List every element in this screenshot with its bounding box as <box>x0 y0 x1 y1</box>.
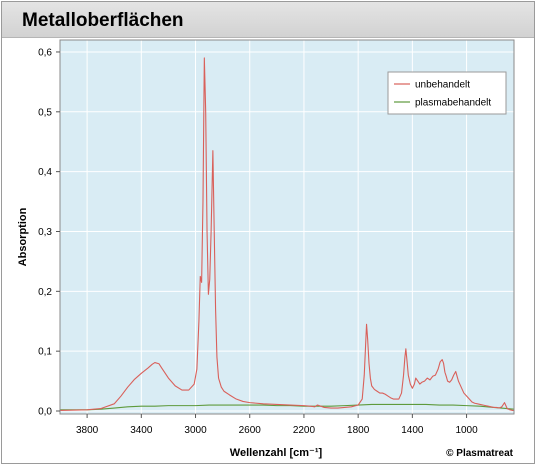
x-tick-label: 1000 <box>455 425 478 436</box>
legend-label-plasmabehandelt: plasmabehandelt <box>415 98 491 109</box>
series-layer <box>59 57 515 411</box>
y-tick-label: 0,1 <box>38 347 52 358</box>
y-axis-label: Absorption <box>17 207 29 266</box>
ticks: 3800 3400 3000 2600 2200 1800 1400 1000 0,0 0,1 0,… <box>38 47 478 436</box>
y-tick-label: 0,6 <box>38 47 52 58</box>
x-tick-label: 3400 <box>130 425 153 436</box>
legend-label-unbehandelt: unbehandelt <box>415 80 470 91</box>
x-tick-label: 2200 <box>293 425 316 436</box>
header-bar: Metalloberflächen <box>2 2 534 38</box>
x-tick-label: 2600 <box>239 425 262 436</box>
series-line-unbehandelt <box>59 57 514 411</box>
legend-box <box>387 71 507 115</box>
y-tick-label: 0,0 <box>38 407 52 418</box>
y-tick-label: 0,2 <box>38 287 52 298</box>
x-tick-label: 3000 <box>184 425 207 436</box>
x-tick-label: 3800 <box>76 425 99 436</box>
series-line-plasmabehandelt <box>60 403 515 411</box>
x-tick-label: 1400 <box>401 425 424 436</box>
x-tick-label: 1800 <box>347 425 370 436</box>
y-tick-label: 0,3 <box>38 227 52 238</box>
page-title: Metalloberflächen <box>22 10 184 31</box>
legend: unbehandelt plasmabehandelt <box>387 71 507 115</box>
x-axis-label: Wellenzahl [cm⁻¹] <box>230 447 323 459</box>
plot-border <box>59 39 515 415</box>
y-tick-label: 0,5 <box>38 107 52 118</box>
copyright-text: © Plasmatreat <box>446 448 514 459</box>
y-tick-label: 0,4 <box>38 167 52 178</box>
